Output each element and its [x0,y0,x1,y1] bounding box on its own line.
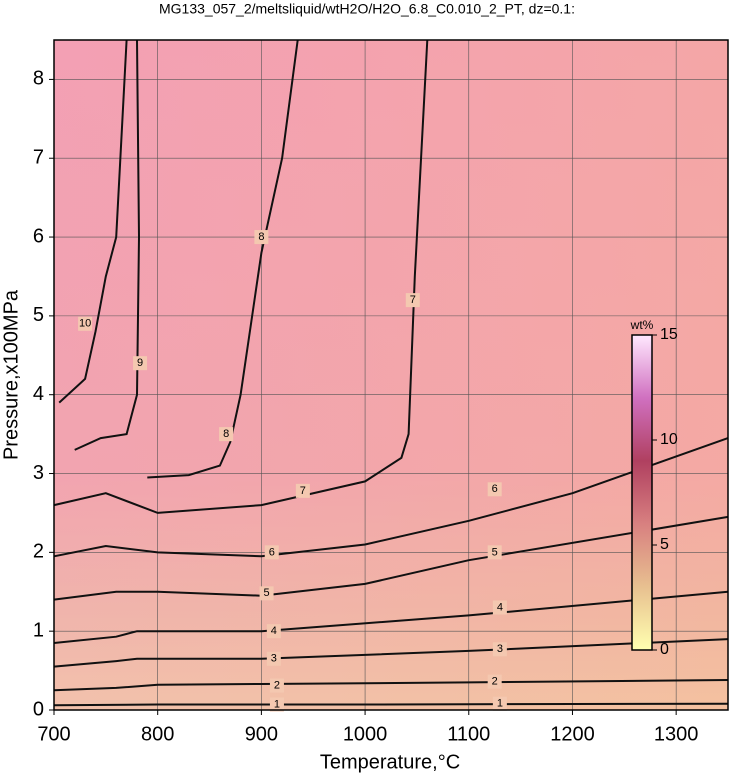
x-tick-label: 1000 [343,723,388,745]
contour-line [53,702,729,707]
x-tick-label: 1200 [550,723,595,745]
contour-label: 5 [264,587,270,599]
contour-line [53,39,429,514]
contour-label: 4 [271,625,277,637]
contour-label: 9 [137,357,143,369]
contour-label-bg [405,293,420,308]
contour-label: 10 [79,318,91,330]
contour-label: 3 [497,643,503,655]
contour-label: 6 [492,483,498,495]
contour-label-bg [487,545,502,560]
contour-line [53,638,729,668]
y-axis-label: Pressure,x100MPa [0,289,22,460]
contour-label-bg [487,482,502,497]
contour-label-bg [492,696,507,711]
contour-label-bg [259,586,274,601]
contour-label: 8 [258,231,264,243]
contour-label-bg [219,427,234,442]
contour-label-bg [78,316,93,331]
contour-label-bg [487,674,502,689]
contour-line [53,590,729,644]
contour-line [74,39,141,451]
plot-background-tint [54,40,728,710]
y-tick-label: 7 [33,147,44,169]
colorbar-tick-label: 5 [660,536,669,553]
contour-label-bg [492,642,507,657]
y-tick-label: 6 [33,225,44,247]
y-tick-label: 3 [33,462,44,484]
contour-label: 6 [269,546,275,558]
contour-label: 5 [492,546,498,558]
colorbar-label: wt% [630,318,654,332]
contour-label: 8 [223,428,229,440]
x-tick-label: 900 [245,723,278,745]
contour-label: 1 [497,698,503,710]
y-tick-label: 0 [33,698,44,720]
contour-label-bg [133,356,148,371]
contour-label: 2 [274,679,280,691]
contour-label: 2 [492,676,498,688]
plot-frame [53,39,729,711]
colorbar-tick-label: 0 [660,641,669,658]
contour-label: 7 [300,485,306,497]
contour-label: 7 [410,294,416,306]
contour-label: 4 [497,601,503,613]
contour-label-bg [269,678,284,693]
y-tick-label: 1 [33,619,44,641]
contour-label: 3 [271,653,277,665]
x-tick-label: 1300 [654,723,699,745]
contour-label-bg [492,600,507,615]
y-tick-label: 5 [33,304,44,326]
colorbar-tick-label: 10 [660,431,678,448]
contour-label-bg [269,697,284,712]
y-tick-label: 4 [33,383,44,405]
y-tick-label: 2 [33,541,44,563]
x-axis-label: Temperature,°C [320,751,460,773]
contour-label: 1 [274,698,280,710]
contour-label-bg [254,230,269,245]
contour-line [53,437,729,558]
contour-label-bg [266,624,281,639]
x-tick-label: 800 [141,723,174,745]
contour-label-bg [266,651,281,666]
contour-line [53,679,729,692]
x-tick-label: 1100 [447,723,490,745]
chart-title: MG133_057_2/meltsliquid/wtH2O/H2O_6.8_C0… [159,1,575,17]
y-tick-label: 8 [33,68,44,90]
contour-label-bg [295,483,310,498]
colorbar-tick-label: 15 [660,326,678,343]
colorbar [631,334,653,651]
x-tick-label: 700 [37,723,70,745]
contour-label-bg [264,545,279,560]
contour-line [147,39,299,479]
contour-line [58,39,128,404]
